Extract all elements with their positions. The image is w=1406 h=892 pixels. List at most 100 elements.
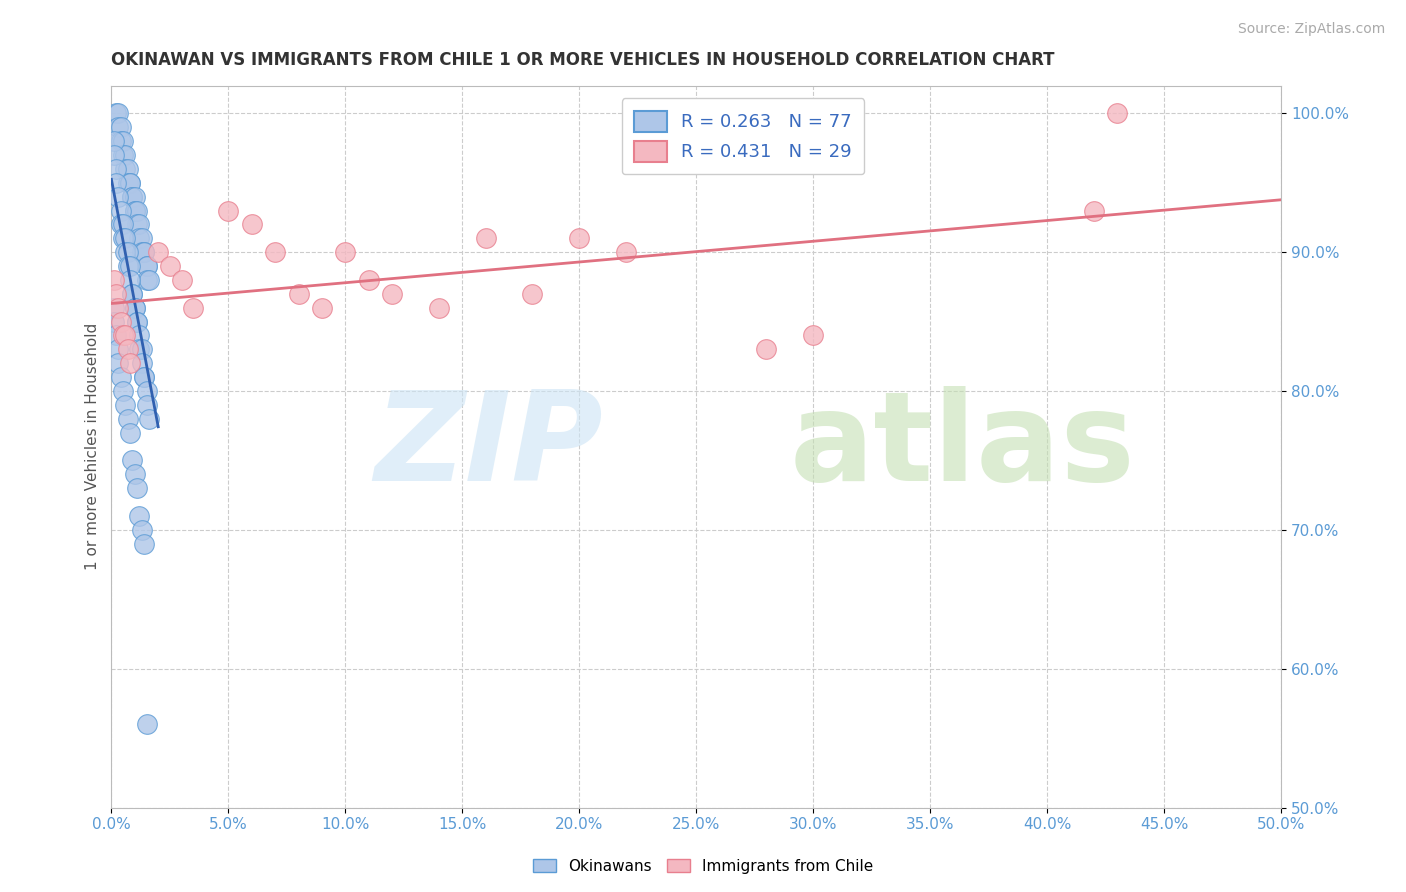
Point (105, 286, 128, 301)
Text: ZIP: ZIP (374, 386, 603, 507)
Point (287, 286, 309, 301)
Point (138, 273, 160, 287)
Point (1107, 106, 1129, 120)
Point (110, 203, 132, 218)
Point (107, 343, 129, 357)
Point (110, 218, 132, 232)
Legend: Okinawans, Immigrants from Chile: Okinawans, Immigrants from Chile (527, 853, 879, 880)
Point (128, 231, 150, 245)
Point (105, 328, 128, 343)
Text: Source: ZipAtlas.com: Source: ZipAtlas.com (1237, 22, 1385, 37)
Point (181, 301, 204, 315)
Point (124, 301, 146, 315)
Point (135, 384, 157, 398)
Point (124, 467, 146, 482)
Point (117, 343, 139, 357)
Point (103, 148, 125, 162)
Point (117, 412, 139, 426)
Point (107, 189, 129, 203)
Point (381, 286, 404, 301)
Point (134, 245, 156, 260)
Point (117, 161, 139, 176)
Point (117, 245, 139, 260)
Point (135, 259, 157, 273)
Point (127, 315, 149, 329)
Point (522, 286, 544, 301)
Point (110, 370, 132, 384)
Point (112, 231, 135, 245)
Point (124, 203, 146, 218)
Point (124, 203, 146, 218)
Point (135, 259, 157, 273)
Point (107, 106, 129, 120)
Point (103, 301, 125, 315)
Point (107, 120, 129, 135)
Point (120, 176, 142, 190)
Point (135, 398, 157, 412)
Point (105, 106, 128, 120)
Legend: R = 0.263   N = 77, R = 0.431   N = 29: R = 0.263 N = 77, R = 0.431 N = 29 (621, 98, 865, 174)
Point (134, 245, 156, 260)
Point (131, 523, 153, 537)
Point (128, 509, 150, 524)
Point (127, 218, 149, 232)
Point (120, 259, 142, 273)
Point (131, 343, 153, 357)
Point (240, 218, 263, 232)
Point (124, 189, 146, 203)
Point (127, 481, 149, 495)
Point (614, 245, 637, 260)
Point (103, 315, 125, 329)
Point (103, 134, 125, 148)
Text: OKINAWAN VS IMMIGRANTS FROM CHILE 1 OR MORE VEHICLES IN HOUSEHOLD CORRELATION CH: OKINAWAN VS IMMIGRANTS FROM CHILE 1 OR M… (111, 51, 1054, 69)
Point (121, 286, 143, 301)
Point (134, 370, 156, 384)
Point (112, 328, 135, 343)
Point (127, 203, 149, 218)
Point (427, 301, 450, 315)
Point (120, 425, 142, 440)
Point (264, 245, 287, 260)
Point (135, 273, 157, 287)
Point (117, 176, 139, 190)
Point (127, 315, 149, 329)
Point (120, 356, 142, 370)
Point (114, 161, 136, 176)
Point (148, 245, 170, 260)
Point (159, 259, 181, 273)
Point (121, 189, 143, 203)
Point (121, 286, 143, 301)
Text: atlas: atlas (790, 386, 1136, 507)
Point (112, 218, 135, 232)
Point (128, 343, 150, 357)
Point (128, 218, 150, 232)
Point (311, 301, 333, 315)
Point (110, 134, 132, 148)
Point (107, 301, 129, 315)
Point (112, 148, 135, 162)
Point (217, 203, 239, 218)
Point (117, 259, 139, 273)
Point (801, 328, 824, 343)
Point (335, 245, 357, 260)
Y-axis label: 1 or more Vehicles in Household: 1 or more Vehicles in Household (86, 323, 100, 570)
Point (112, 384, 135, 398)
Point (103, 273, 125, 287)
Point (121, 453, 143, 467)
Point (131, 231, 153, 245)
Point (112, 134, 135, 148)
Point (114, 148, 136, 162)
Point (138, 412, 160, 426)
Point (121, 189, 143, 203)
Point (134, 537, 156, 551)
Point (110, 120, 132, 135)
Point (170, 273, 193, 287)
Point (114, 328, 136, 343)
Point (120, 176, 142, 190)
Point (131, 245, 153, 260)
Point (134, 370, 156, 384)
Point (124, 301, 146, 315)
Point (131, 356, 153, 370)
Point (135, 717, 157, 731)
Point (474, 231, 496, 245)
